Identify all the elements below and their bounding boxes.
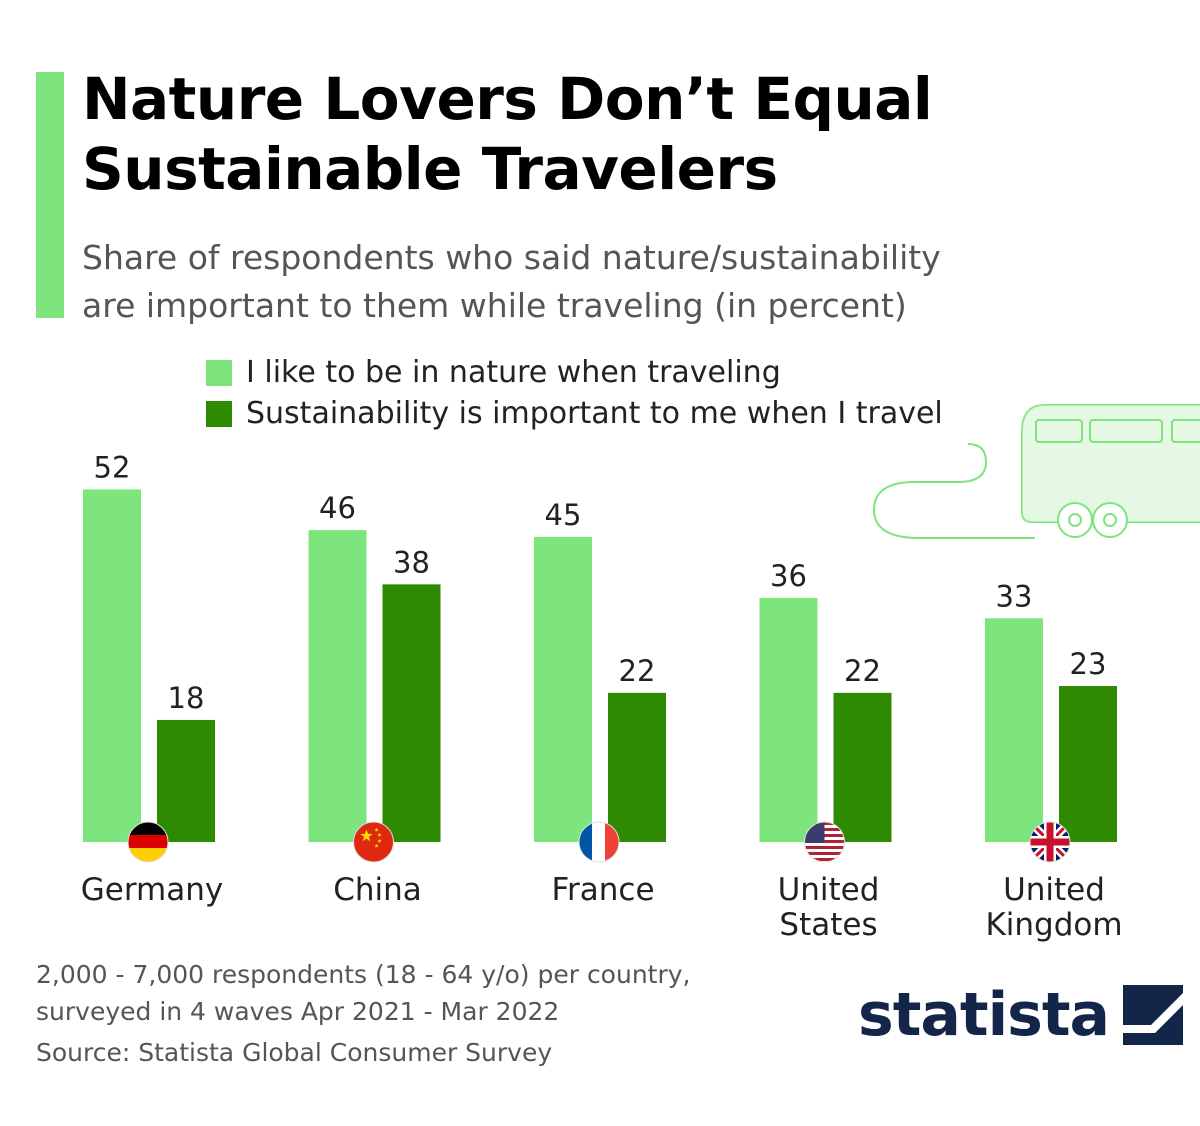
chart-subtitle: Share of respondents who said nature/sus… bbox=[82, 234, 941, 330]
value-label-nature-germany: 52 bbox=[94, 450, 131, 484]
bar-sustainability-united-states[interactable] bbox=[833, 692, 892, 842]
legend-label-nature: I like to be in nature when traveling bbox=[246, 355, 781, 390]
france-flag bbox=[578, 821, 620, 863]
legend-swatch-nature bbox=[206, 359, 232, 386]
category-labels-group: Germany China France United States United King… bbox=[81, 872, 1123, 943]
value-label-sustainability-united-kingdom: 23 bbox=[1070, 647, 1107, 681]
legend: I like to be in nature when traveling Su… bbox=[206, 352, 943, 434]
bar-nature-germany[interactable] bbox=[83, 489, 141, 842]
source-note[interactable]: Source: Statista Global Consumer Survey bbox=[36, 1038, 553, 1067]
value-label-nature-united-states: 36 bbox=[770, 559, 807, 593]
subtitle-line-2: are important to them while traveling (i… bbox=[82, 286, 907, 325]
value-label-sustainability-france: 22 bbox=[619, 654, 656, 688]
category-label-china: China bbox=[333, 872, 422, 908]
germany-flag bbox=[127, 821, 169, 863]
footnote: 2,000 - 7,000 respondents (18 - 64 y/o) … bbox=[36, 956, 691, 1071]
bar-nature-france[interactable] bbox=[534, 536, 592, 842]
china-flag bbox=[353, 821, 394, 863]
bar-sustainability-germany[interactable] bbox=[157, 719, 215, 842]
usa-flag bbox=[804, 821, 845, 863]
category-label-united-kingdom: United Kingdom bbox=[985, 872, 1122, 943]
value-labels-group: 52 18 46 38 45 22 36 22 33 23 bbox=[94, 450, 1107, 715]
value-label-nature-united-kingdom: 33 bbox=[996, 579, 1033, 613]
subtitle-line-1: Share of respondents who said nature/sus… bbox=[82, 238, 941, 277]
footnote-line-1: 2,000 - 7,000 respondents (18 - 64 y/o) … bbox=[36, 960, 691, 989]
value-label-sustainability-united-states: 22 bbox=[844, 654, 881, 688]
footnote-line-2: surveyed in 4 waves Apr 2021 - Mar 2022 bbox=[36, 997, 560, 1026]
category-label-germany: Germany bbox=[81, 872, 223, 908]
bar-nature-china[interactable] bbox=[308, 530, 367, 842]
bar-sustainability-china[interactable] bbox=[382, 584, 441, 842]
title-line-2: Sustainable Travelers bbox=[82, 135, 778, 203]
bar-nature-united-kingdom[interactable] bbox=[985, 618, 1043, 842]
chart-title: Nature Lovers Don’t Equal Sustainable Tr… bbox=[82, 64, 933, 204]
bar-nature-united-states[interactable] bbox=[759, 597, 818, 842]
bar-sustainability-france[interactable] bbox=[608, 692, 666, 842]
legend-label-sustainability: Sustainability is important to me when I… bbox=[246, 396, 943, 431]
value-label-sustainability-china: 38 bbox=[393, 545, 430, 579]
legend-item-nature: I like to be in nature when traveling bbox=[206, 352, 943, 393]
flags-group bbox=[127, 821, 1071, 863]
statista-logo-icon bbox=[1123, 985, 1184, 1045]
accent-bar bbox=[36, 72, 64, 318]
bar-sustainability-united-kingdom[interactable] bbox=[1059, 686, 1117, 842]
legend-swatch-sustainability bbox=[206, 400, 232, 427]
uk-flag bbox=[1029, 821, 1071, 863]
brand-wordmark: statista bbox=[858, 980, 1110, 1050]
category-label-united-states: United States bbox=[778, 872, 880, 943]
value-label-sustainability-germany: 18 bbox=[168, 681, 205, 715]
value-label-nature-china: 46 bbox=[319, 491, 356, 525]
bus-icon bbox=[872, 404, 1200, 539]
legend-item-sustainability: Sustainability is important to me when I… bbox=[206, 393, 943, 434]
bars-group bbox=[83, 489, 1117, 842]
value-label-nature-france: 45 bbox=[545, 498, 582, 532]
category-label-france: France bbox=[551, 872, 654, 908]
statista-logo[interactable]: statista bbox=[858, 980, 1184, 1050]
title-line-1: Nature Lovers Don’t Equal bbox=[82, 65, 933, 133]
